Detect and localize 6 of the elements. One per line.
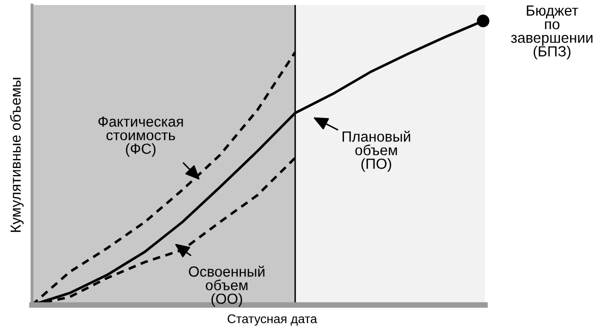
annotation: Плановый объем (ПО) bbox=[342, 130, 410, 172]
text: Бюджет по завершении (БПЗ) bbox=[511, 6, 592, 60]
annotation: Фактическая стоимость (ФС) bbox=[98, 116, 183, 157]
x-axis-title: Статусная дата bbox=[228, 314, 318, 326]
annotation: Освоенный объем (ОО) bbox=[188, 266, 264, 307]
y-axis-title: Кумулятивные объемы bbox=[10, 78, 24, 232]
